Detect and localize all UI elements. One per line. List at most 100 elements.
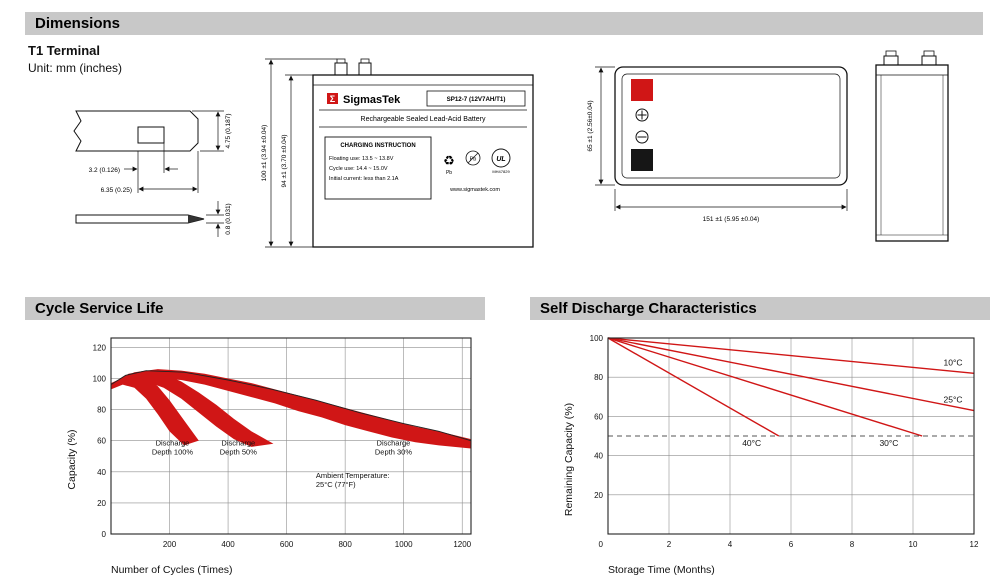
battery-side-view-drawing <box>875 50 949 242</box>
y-tick-label: 60 <box>97 437 106 446</box>
terminal-base-width-dim: 6.35 (0.25) <box>101 187 132 194</box>
battery-type-label: Rechargeable Sealed Lead-Acid Battery <box>361 116 486 123</box>
side-terminal-post-1 <box>883 55 899 66</box>
x-axis-label: Number of Cycles (Times) <box>111 564 233 576</box>
y-tick-label: 60 <box>594 412 603 421</box>
charging-instruction-box <box>324 136 432 200</box>
plot-border <box>607 337 975 535</box>
y-tick-label: 100 <box>93 374 107 383</box>
battery-top-outline <box>614 66 848 186</box>
positive-terminal-icon <box>631 79 653 101</box>
battery-side-outline <box>875 64 949 242</box>
y-tick-label: 40 <box>594 452 603 461</box>
cycle-service-life-header: Cycle Service Life <box>25 297 485 320</box>
terminal-slot-outline <box>137 126 165 144</box>
chart-annotation: Discharge <box>156 438 190 447</box>
x-tick-label: 600 <box>280 540 294 549</box>
plus-symbol-icon <box>635 108 649 122</box>
charging-initial-current: Initial current: less than 2.1A <box>329 176 399 182</box>
self-discharge-section: Self Discharge Characteristics 10°C 25°C 3… <box>530 297 990 587</box>
y-tick-label: 20 <box>594 491 603 500</box>
y-tick-label: 120 <box>93 343 107 352</box>
series-label: 10°C <box>944 357 963 367</box>
chart-annotation: Depth 50% <box>220 447 257 456</box>
battery-body-height-dim: 94 ±1 (3.70 ±0.04) <box>281 134 288 187</box>
discharge-depth-band <box>111 370 274 447</box>
x-tick-label: 1200 <box>453 540 471 549</box>
x-tick-label: 8 <box>850 540 855 549</box>
charging-instruction-title: CHARGING INSTRUCTION <box>340 143 415 149</box>
battery-front-view-drawing: 100 ±1 (3.94 ±0.04) 94 ±1 (3.70 ±0.04) Σ… <box>261 58 534 248</box>
envelope-curve <box>110 370 472 442</box>
series-label: 25°C <box>944 395 963 405</box>
t1-terminal-detail-drawing: 3.2 (0.126) 6.35 (0.25) 4.75 (0.187) 0.8… <box>73 110 232 237</box>
series-label: 30°C <box>879 438 898 448</box>
x-tick-label: 800 <box>338 540 352 549</box>
terminal-height-dim: 4.75 (0.187) <box>225 113 232 148</box>
charging-cycle-use: Cycle use: 14.4 ~ 15.0V <box>329 166 388 172</box>
series-line <box>607 337 975 374</box>
ul-file-code: MH47829 <box>492 169 510 174</box>
plot-border <box>110 337 472 535</box>
discharge-depth-band <box>111 373 199 446</box>
terminal-blade-outline <box>75 214 205 224</box>
chart-annotation: Discharge <box>377 438 411 447</box>
brand-logo-icon <box>327 93 338 104</box>
origin-label: 0 <box>599 540 604 549</box>
battery-terminal-post-1 <box>334 62 348 76</box>
dimensions-section: T1 Terminal Unit: mm (inches) <box>25 35 1000 287</box>
x-tick-label: 6 <box>789 540 794 549</box>
series-line <box>607 337 975 412</box>
website-label: www.sigmastek.com <box>449 187 500 193</box>
battery-top-inner-outline <box>621 73 841 179</box>
series-line <box>607 337 780 437</box>
dimensions-section-header: Dimensions <box>25 12 983 35</box>
ul-mark-icon <box>491 148 511 168</box>
x-tick-label: 2 <box>667 540 672 549</box>
y-tick-label: 40 <box>97 468 106 477</box>
model-number: SP12-7 (12V7AH/T1) <box>447 96 506 103</box>
dimension-subtitle-block: T1 Terminal Unit: mm (inches) <box>28 43 122 75</box>
y-tick-label: 80 <box>97 406 106 415</box>
chart-annotation: Depth 30% <box>375 447 412 456</box>
y-tick-label: 20 <box>97 499 106 508</box>
charging-floating-use: Floating use: 13.5 ~ 13.8V <box>329 156 394 162</box>
unit-label: Unit: mm (inches) <box>28 61 123 75</box>
battery-terminal-post-2 <box>358 62 372 76</box>
y-axis-label: Remaining Capacity (%) <box>563 403 575 516</box>
battery-width-dim: 65 ±1 (2.56±0.04) <box>587 100 594 151</box>
chart-annotation: 25°C (77°F) <box>316 480 356 489</box>
chart-annotation: Discharge <box>221 438 255 447</box>
side-terminal-post-2 <box>921 55 937 66</box>
y-tick-label: 0 <box>102 530 107 539</box>
pb-crossed-label: Pb <box>470 157 477 163</box>
recycle-icon: ♻ <box>443 153 455 168</box>
recycle-pb-label: Pb <box>446 170 452 176</box>
x-tick-label: 4 <box>728 540 733 549</box>
battery-top-view-drawing: 65 ±1 (2.56±0.04) 151 ±1 (5.95 ±0. <box>587 66 848 223</box>
battery-total-height-dim: 100 ±1 (3.94 ±0.04) <box>261 125 268 182</box>
x-tick-label: 1000 <box>395 540 413 549</box>
x-tick-label: 10 <box>909 540 918 549</box>
cycle-service-life-section: Cycle Service Life Discharge Depth 100% Di… <box>25 297 485 587</box>
terminal-type-label: T1 Terminal <box>28 43 101 58</box>
self-discharge-chart: 10°C 25°C 30°C 40°C 2 4 6 8 10 12 20 40 60 80 100 0 Stor… <box>563 334 979 576</box>
x-tick-label: 400 <box>221 540 235 549</box>
x-axis-label: Storage Time (Months) <box>608 564 715 576</box>
chart-annotation: Ambient Temperature: <box>316 471 390 480</box>
y-axis-label: Capacity (%) <box>66 429 78 489</box>
terminal-thickness-dim: 0.8 (0.031) <box>225 203 232 234</box>
pb-crossed-icon <box>465 150 481 166</box>
chart-annotation: Depth 100% <box>152 447 194 456</box>
terminal-profile-outline <box>73 110 199 152</box>
x-tick-label: 12 <box>970 540 979 549</box>
self-discharge-header: Self Discharge Characteristics <box>530 297 990 320</box>
series-line <box>607 337 923 437</box>
ul-mark-label: UL <box>496 156 505 163</box>
model-box <box>426 90 526 107</box>
y-tick-label: 100 <box>590 334 604 343</box>
negative-terminal-icon <box>631 149 653 171</box>
y-tick-label: 80 <box>594 373 603 382</box>
